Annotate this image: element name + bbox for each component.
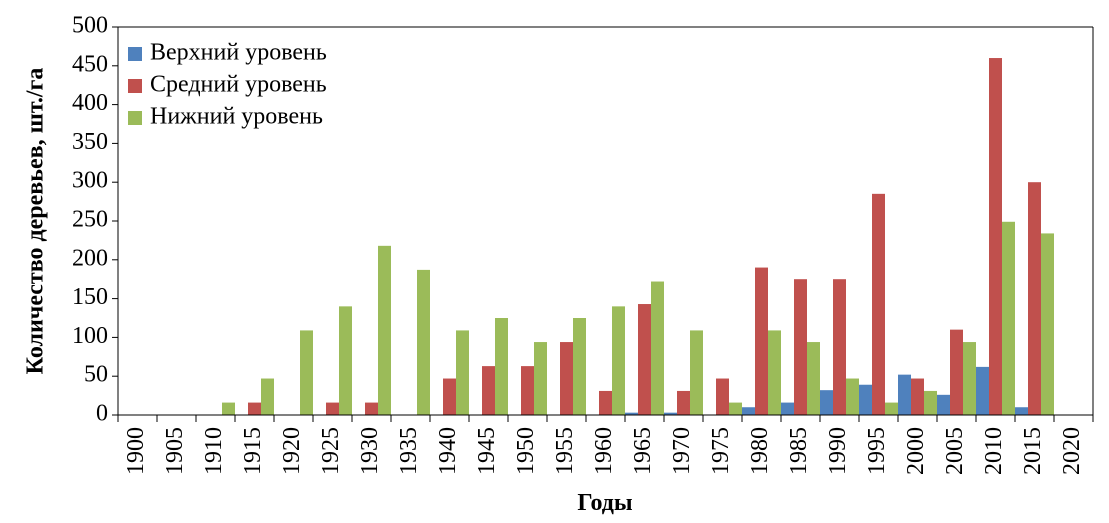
x-tick-label: 1900 — [123, 427, 149, 475]
bar — [755, 267, 768, 415]
bar — [781, 402, 794, 415]
x-tick-label: 2005 — [942, 427, 968, 475]
x-tick-label: 1915 — [240, 427, 266, 475]
bar — [833, 279, 846, 415]
bar — [222, 402, 235, 415]
x-tick-label: 1980 — [747, 427, 773, 475]
x-tick-label: 1955 — [552, 427, 578, 475]
x-tick-label: 1990 — [825, 427, 851, 475]
y-axis-label: Количество деревьев, шт./га — [23, 68, 49, 375]
y-tick-label: 400 — [72, 90, 108, 116]
bar — [976, 366, 989, 415]
x-tick-label: 2015 — [1020, 427, 1046, 475]
bar — [482, 366, 495, 415]
legend-swatch — [128, 79, 142, 93]
bar — [859, 384, 872, 415]
bar — [599, 390, 612, 415]
bar — [638, 304, 651, 415]
x-tick-label: 1985 — [786, 427, 812, 475]
bar — [560, 342, 573, 415]
bar — [729, 402, 742, 415]
x-tick-label: 1970 — [669, 427, 695, 475]
y-tick-label: 200 — [72, 245, 108, 271]
x-tick-label: 1960 — [591, 427, 617, 475]
bar — [846, 378, 859, 415]
y-tick-label: 150 — [72, 284, 108, 310]
bar — [651, 281, 664, 415]
bar — [794, 279, 807, 415]
x-tick-label: 2020 — [1059, 427, 1085, 475]
bar — [898, 374, 911, 415]
x-tick-label: 2010 — [981, 427, 1007, 475]
bar — [963, 342, 976, 415]
x-tick-label: 1950 — [513, 427, 539, 475]
bar — [911, 378, 924, 415]
bar — [937, 394, 950, 415]
bar — [989, 58, 1002, 415]
y-tick-label: 450 — [72, 51, 108, 77]
bar — [625, 412, 638, 415]
bar — [1041, 233, 1054, 415]
bar — [664, 412, 677, 415]
bar — [456, 330, 469, 415]
legend-label: Верхний уровень — [150, 40, 327, 66]
bar — [716, 378, 729, 415]
bar — [807, 342, 820, 415]
bar — [820, 390, 833, 415]
bar — [378, 245, 391, 415]
bar — [924, 390, 937, 415]
x-tick-label: 1925 — [318, 427, 344, 475]
bar — [248, 402, 261, 415]
x-tick-label: 1935 — [396, 427, 422, 475]
bar — [339, 306, 352, 415]
bar — [326, 402, 339, 415]
y-tick-label: 250 — [72, 207, 108, 233]
x-tick-label: 1930 — [357, 427, 383, 475]
bar — [690, 330, 703, 415]
legend-label: Средний уровень — [150, 72, 327, 98]
bar — [742, 407, 755, 415]
legend-swatch — [128, 47, 142, 61]
x-tick-label: 1975 — [708, 427, 734, 475]
bar — [443, 378, 456, 415]
x-tick-label: 1940 — [435, 427, 461, 475]
legend-swatch — [128, 111, 142, 125]
legend-label: Нижний уровень — [150, 104, 323, 130]
bar — [365, 402, 378, 415]
bar — [885, 402, 898, 415]
bar — [534, 342, 547, 415]
y-tick-label: 350 — [72, 129, 108, 155]
x-tick-label: 1905 — [162, 427, 188, 475]
bar — [495, 318, 508, 415]
y-tick-label: 500 — [72, 13, 108, 39]
bar — [1028, 182, 1041, 415]
y-tick-label: 0 — [96, 401, 108, 427]
x-axis-label: Годы — [577, 490, 633, 516]
y-tick-label: 50 — [84, 362, 108, 388]
bar — [872, 193, 885, 415]
bar — [417, 269, 430, 415]
bar — [300, 330, 313, 415]
bar — [261, 378, 274, 415]
y-tick-label: 300 — [72, 168, 108, 194]
bar — [1002, 221, 1015, 415]
x-tick-label: 1920 — [279, 427, 305, 475]
x-tick-label: 1945 — [474, 427, 500, 475]
x-tick-label: 1910 — [201, 427, 227, 475]
bar — [1015, 407, 1028, 415]
x-tick-label: 1965 — [630, 427, 656, 475]
bar — [521, 366, 534, 415]
bar — [768, 330, 781, 415]
bar — [677, 390, 690, 415]
y-tick-label: 100 — [72, 323, 108, 349]
bar — [950, 329, 963, 415]
x-tick-label: 2000 — [903, 427, 929, 475]
bar — [612, 306, 625, 415]
x-tick-label: 1995 — [864, 427, 890, 475]
bar — [573, 318, 586, 415]
